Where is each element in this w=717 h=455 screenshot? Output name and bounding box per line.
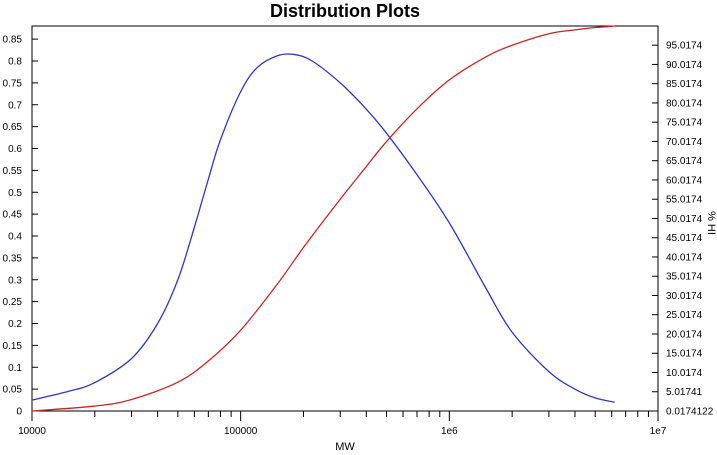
y-left-tick-label: 0.25 [3, 297, 23, 308]
y-left-tick-label: 0.85 [3, 35, 23, 46]
y-right-tick-label: 0.0174122 [666, 407, 714, 418]
distribution-curve-blue [31, 53, 615, 403]
y-left-tick-label: 0.8 [8, 57, 22, 68]
y-right-tick-label: 65.0174 [666, 156, 703, 167]
y-right-tick-label: 30.0174 [666, 291, 703, 302]
y-left-tick-label: 0.55 [3, 166, 23, 177]
y-right-tick-label: 55.0174 [666, 195, 703, 206]
x-axis: 10000 100000 1e6 1e7 [18, 411, 667, 437]
y-right-tick-label: 40.0174 [666, 252, 703, 263]
y-right-tick-label: 75.0174 [666, 118, 703, 129]
y-left-tick-label: 0.5 [8, 188, 22, 199]
series-layer [31, 25, 615, 412]
y-left-tick-label: 0.3 [8, 275, 22, 286]
y-right-tick-label: 80.0174 [666, 98, 703, 109]
x-tick-label: 10000 [18, 426, 46, 437]
y-right-tick-label: 10.0174 [666, 368, 703, 379]
y-axis-right-label: % HI [705, 211, 717, 235]
y-right-tick-label: 85.0174 [666, 79, 703, 90]
y-left-tick-label: 0.65 [3, 122, 23, 133]
y-left-tick-label: 0.05 [3, 385, 23, 396]
y-left-tick-label: 0.2 [8, 319, 22, 330]
y-left-tick-label: 0.75 [3, 78, 23, 89]
y-right-tick-label: 25.0174 [666, 310, 703, 321]
y-left-tick-label: 0.6 [8, 144, 22, 155]
y-left-tick-label: 0.1 [8, 363, 22, 374]
x-tick-label: 1e7 [650, 426, 667, 437]
y-right-tick-label: 5.01741 [666, 387, 703, 398]
y-left-tick-label: 0.15 [3, 341, 23, 352]
y-right-tick-label: 50.0174 [666, 214, 703, 225]
y-right-tick-label: 35.0174 [666, 272, 703, 283]
y-right-tick-label: 95.0174 [666, 41, 703, 52]
y-left-tick-label: 0.35 [3, 253, 23, 264]
y-left-tick-label: 0 [16, 407, 22, 418]
plot-area [31, 25, 659, 412]
y-right-tick-label: 70.0174 [666, 137, 703, 148]
y-right-tick-label: 90.0174 [666, 60, 703, 71]
y-right-tick-label: 15.0174 [666, 349, 703, 360]
y-left-tick-label: 0.7 [8, 100, 22, 111]
x-tick-label: 100000 [224, 426, 258, 437]
cumulative-curve-red [31, 25, 615, 412]
x-tick-label: 1e6 [441, 426, 458, 437]
y-left-tick-label: 0.45 [3, 210, 23, 221]
y-left-tick-label: 0.4 [8, 232, 22, 243]
y-right-tick-label: 20.0174 [666, 329, 703, 340]
y-right-tick-label: 45.0174 [666, 233, 703, 244]
y-axis-right: 0.0174122 5.01741 10.0174 15.0174 20.0174 25.… [652, 41, 714, 418]
x-axis-label: MW [335, 441, 355, 453]
y-right-tick-label: 60.0174 [666, 175, 703, 186]
chart-title: Distribution Plots [270, 1, 420, 21]
y-axis-left: 0 0.05 0.1 0.15 0.2 0.25 0.3 0.35 0.4 0.45 0.5 0.55… [3, 35, 38, 418]
